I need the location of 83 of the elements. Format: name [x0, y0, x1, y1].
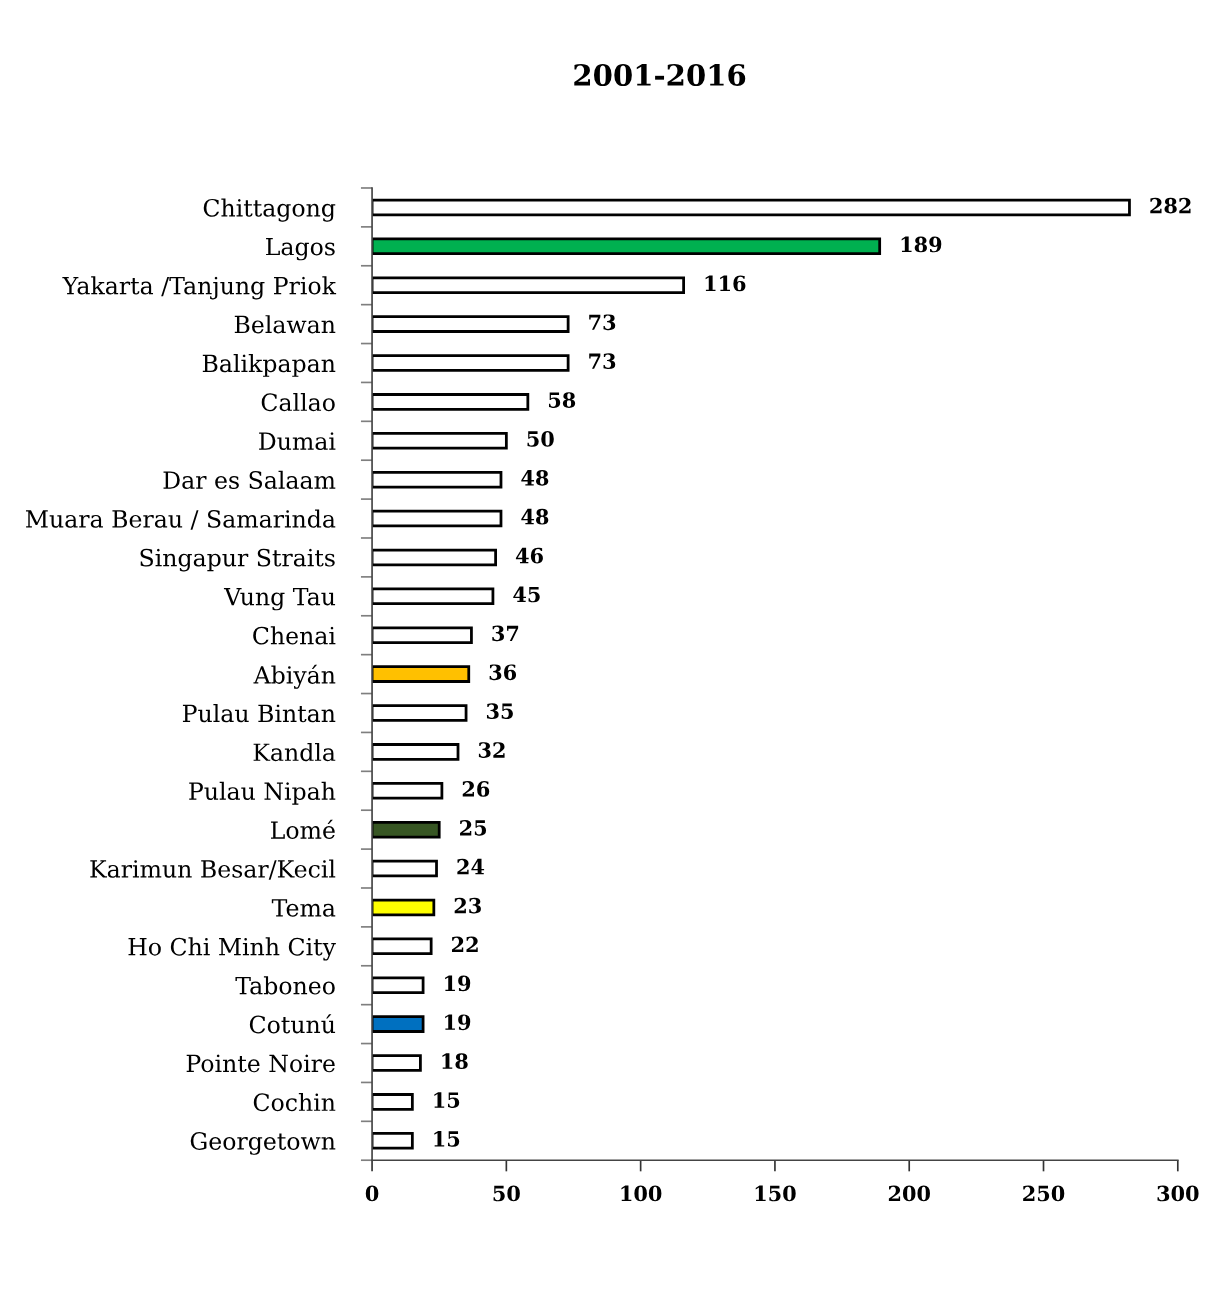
y-tick-label: Vung Tau [223, 587, 336, 611]
y-tick-label: Ho Chi Minh City [128, 937, 336, 961]
bar [372, 898, 436, 917]
bar [372, 354, 570, 372]
x-tick-label: 250 [1023, 1185, 1065, 1202]
data-label: 48 [521, 508, 549, 525]
data-label: 24 [457, 858, 485, 875]
data-label: 48 [521, 469, 549, 486]
bar [372, 276, 686, 294]
x-tick-label: 100 [621, 1185, 662, 1202]
data-label: 19 [445, 1014, 471, 1031]
bar [372, 704, 468, 722]
y-tick-label: Lagos [266, 237, 335, 261]
data-label: 58 [548, 392, 576, 408]
x-tick-label: 150 [755, 1185, 796, 1202]
y-tick-label: Balikpapan [202, 354, 336, 377]
data-label: 50 [527, 431, 554, 447]
data-label: 46 [515, 547, 543, 564]
bar [372, 665, 471, 683]
y-tick-label: Yakarta /Tanjung Priok [62, 276, 337, 300]
bar [372, 743, 460, 761]
y-tick-label: Dar es Salaam [163, 470, 336, 489]
data-label: 45 [513, 586, 540, 603]
data-label: 189 [901, 236, 942, 253]
data-label: 25 [460, 819, 487, 836]
y-tick-label: Pointe Noire [186, 1054, 335, 1073]
bar [372, 237, 882, 256]
data-label: 73 [589, 353, 616, 370]
y-tick-label: Tema [271, 899, 336, 917]
bar [372, 198, 1131, 217]
data-label: 32 [478, 742, 505, 758]
x-tick-label: 200 [888, 1185, 930, 1202]
bar [372, 548, 497, 567]
bar [372, 1015, 425, 1033]
y-tick-label: Chittagong [203, 198, 336, 222]
bar [372, 937, 433, 956]
data-label: 26 [462, 781, 490, 797]
bar [372, 315, 570, 333]
bar [372, 626, 473, 644]
y-tick-label: Callao [261, 392, 335, 412]
chart-title: 2001-2016 [574, 63, 746, 86]
bar [372, 1093, 414, 1111]
y-tick-label: Chenai [253, 626, 336, 645]
bar [372, 393, 530, 411]
data-label: 23 [454, 897, 481, 914]
y-tick-label: Georgetown [190, 1132, 336, 1155]
bar [372, 431, 508, 450]
bar [372, 509, 503, 528]
data-label: 35 [486, 703, 513, 720]
data-label: 18 [442, 1053, 468, 1070]
y-tick-label: Singapur Straits [140, 548, 335, 572]
x-tick-label: 0 [365, 1185, 379, 1202]
bar [372, 781, 444, 800]
bar [372, 1131, 414, 1150]
y-tick-label: Belawan [234, 315, 336, 334]
data-label: 15 [434, 1131, 460, 1147]
data-label: 116 [705, 275, 746, 292]
data-label: 37 [492, 625, 519, 642]
bar [372, 470, 503, 489]
bar [372, 1054, 422, 1072]
y-tick-label: Taboneo [235, 976, 335, 995]
y-tick-label: Kandla [253, 742, 336, 762]
data-label: 19 [445, 975, 471, 992]
y-tick-label: Lomé [271, 819, 335, 839]
bar [372, 820, 441, 839]
data-label: 36 [489, 664, 517, 681]
x-tick-label: 50 [493, 1185, 520, 1202]
data-label: 73 [589, 314, 616, 331]
bar [372, 587, 495, 606]
x-tick-label: 300 [1157, 1185, 1199, 1202]
y-tick-label: Dumai [259, 432, 336, 451]
y-tick-label: Pulau Nipah [189, 781, 336, 805]
bar [372, 859, 438, 878]
y-tick-label: Abiyán [253, 664, 336, 689]
y-tick-label: Karimun Besar/Kecil [90, 859, 336, 880]
data-label: 282 [1150, 197, 1191, 214]
data-label: 15 [434, 1092, 460, 1108]
y-tick-label: Cochin [253, 1092, 336, 1112]
bar [372, 976, 425, 994]
y-tick-label: Pulau Bintan [182, 704, 336, 723]
y-tick-label: Muara Berau / Samarinda [25, 509, 336, 530]
data-label: 22 [451, 936, 478, 953]
y-tick-label: Cotunú [249, 1014, 336, 1034]
